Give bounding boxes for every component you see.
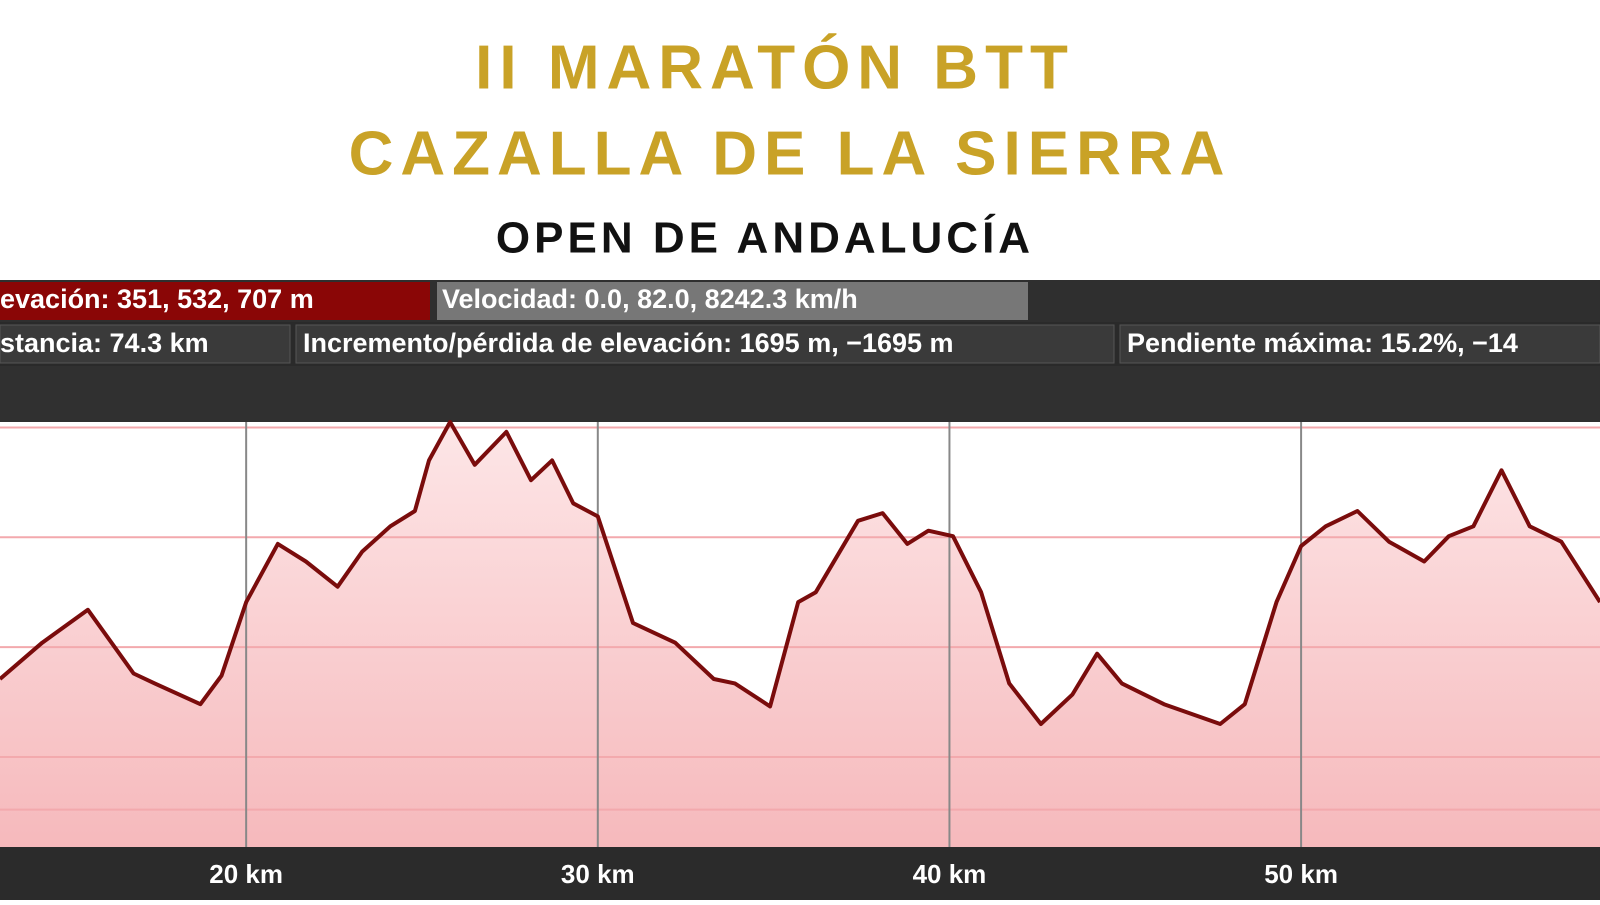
stat-box: [0, 282, 430, 320]
stat-text: Velocidad: 0.0, 82.0, 8242.3 km/h: [442, 284, 858, 314]
subtitle: OPEN DE ANDALUCÍA: [496, 213, 1034, 263]
stat-box: [437, 282, 1028, 320]
stat-text: Pendiente máxima: 15.2%, −14: [1127, 328, 1518, 358]
x-axis-band: [0, 847, 1600, 900]
x-tick-label: 50 km: [1264, 859, 1338, 889]
elevation-line: [0, 420, 1600, 726]
title: CAZALLA DE LA SIERRA: [349, 119, 1232, 188]
area: [0, 422, 1600, 847]
x-tick-label: 20 km: [209, 859, 283, 889]
stat-box: [295, 324, 1115, 364]
x-tick-label: 30 km: [561, 859, 635, 889]
stat-box: [1119, 324, 1600, 364]
stat-text: stancia: 74.3 km: [0, 328, 209, 358]
x-tick-label: 40 km: [913, 859, 987, 889]
title: II MARATÓN BTT: [475, 33, 1075, 102]
toolbar: [0, 366, 1600, 422]
stat-box: [0, 324, 291, 364]
stat-text: Incremento/pérdida de elevación: 1695 m,…: [303, 328, 954, 358]
stat-text: evación: 351, 532, 707 m: [0, 284, 314, 314]
